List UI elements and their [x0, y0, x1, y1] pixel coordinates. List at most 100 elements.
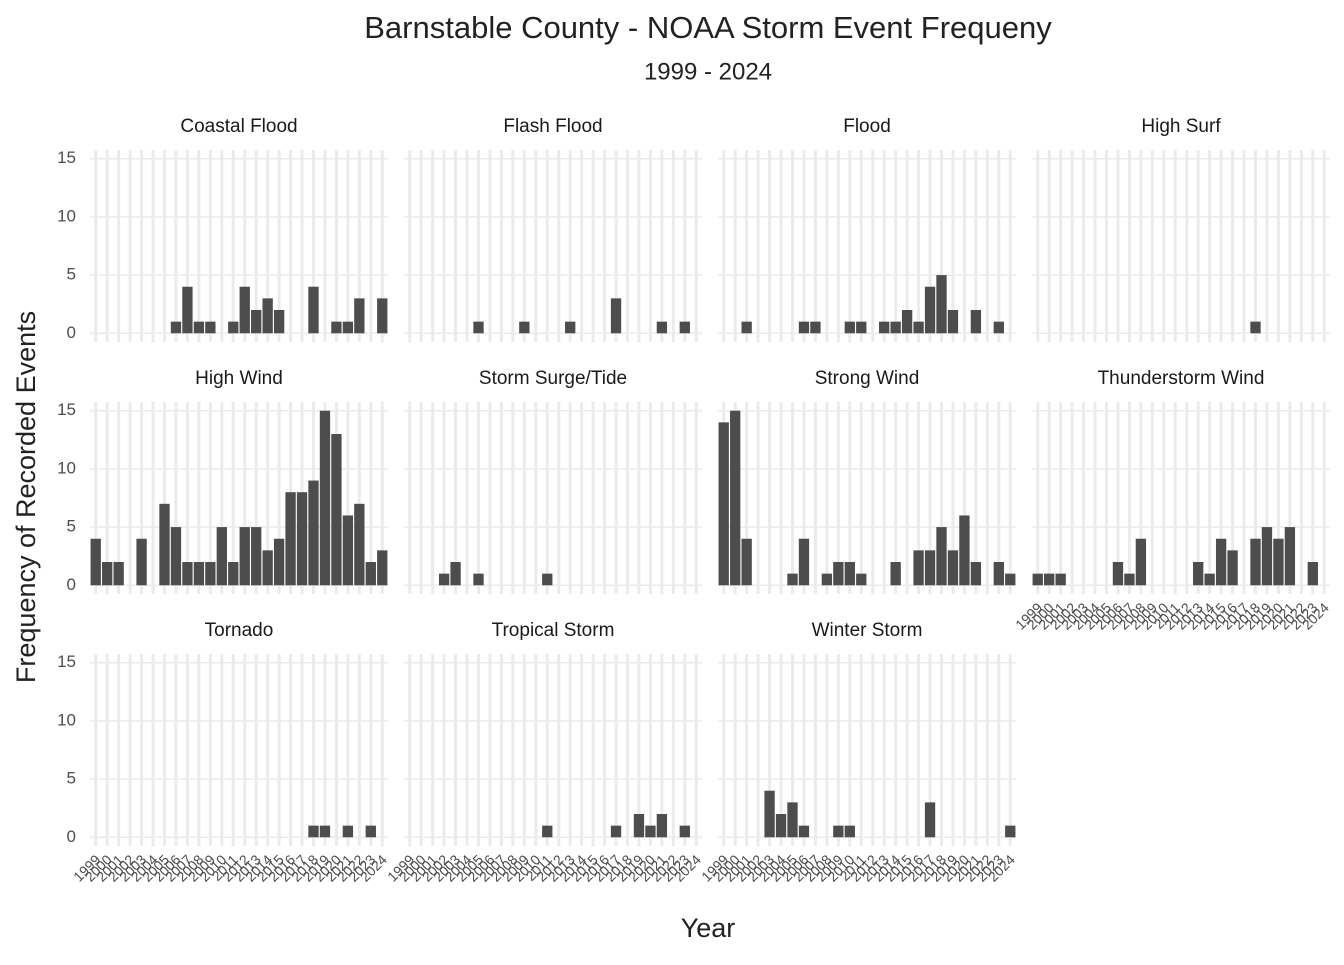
bar: [205, 321, 216, 334]
bar: [1005, 825, 1016, 838]
bar: [924, 286, 936, 334]
bar: [1250, 538, 1261, 586]
bar: [438, 573, 450, 586]
bar: [182, 562, 193, 586]
bar: [262, 550, 273, 586]
y-tick-label: 0: [67, 827, 76, 846]
y-tick-label: 5: [67, 265, 76, 284]
bar: [970, 310, 982, 334]
bar: [331, 434, 342, 586]
bar: [354, 503, 365, 586]
facet-label: Coastal Flood: [180, 116, 297, 137]
bar: [947, 550, 959, 586]
bar: [913, 550, 924, 586]
bar: [331, 321, 342, 334]
bar: [342, 321, 354, 334]
bar: [730, 410, 741, 586]
bar: [890, 321, 901, 334]
bar: [1227, 550, 1238, 586]
facet-label: Flash Flood: [503, 116, 602, 137]
facet-label: Tornado: [205, 620, 274, 641]
facet-label: Flood: [843, 116, 891, 137]
facet-label: Storm Surge/Tide: [479, 368, 627, 389]
bar: [798, 538, 810, 586]
bar: [1204, 573, 1215, 586]
bar: [856, 321, 867, 334]
bar: [1005, 573, 1016, 586]
bar: [251, 527, 262, 586]
y-tick-label: 15: [57, 148, 76, 167]
bar: [970, 562, 982, 586]
bar: [1055, 573, 1066, 586]
bar: [993, 321, 1004, 334]
bar: [308, 480, 319, 586]
bar: [354, 298, 365, 334]
bar: [285, 492, 296, 586]
bar: [273, 310, 285, 334]
facet-label: High Wind: [195, 368, 283, 389]
bar: [741, 321, 752, 334]
chart-title: Barnstable County - NOAA Storm Event Fre…: [364, 10, 1052, 45]
bar: [1284, 527, 1296, 586]
bar: [365, 825, 376, 838]
bar: [787, 573, 798, 586]
y-tick-label: 15: [57, 652, 76, 671]
bar: [890, 562, 901, 586]
bar: [205, 562, 216, 586]
bar: [764, 790, 775, 838]
bar: [1307, 562, 1318, 586]
bar: [787, 802, 798, 838]
bar: [565, 321, 576, 334]
bar: [216, 527, 227, 586]
bar: [193, 562, 205, 586]
y-tick-label: 0: [67, 323, 76, 342]
bar: [319, 410, 331, 586]
bar: [993, 562, 1004, 586]
bar: [1273, 538, 1284, 586]
bar: [901, 310, 913, 334]
bar: [342, 515, 354, 586]
bar: [1112, 562, 1124, 586]
bar: [821, 573, 833, 586]
bar: [170, 527, 182, 586]
bar: [90, 538, 101, 586]
bar: [239, 527, 250, 586]
bar: [251, 310, 262, 334]
bar: [1193, 562, 1204, 586]
y-tick-label: 15: [57, 400, 76, 419]
bar: [342, 825, 354, 838]
bar: [228, 321, 239, 334]
facet-label: High Surf: [1141, 116, 1221, 137]
bar: [1044, 573, 1055, 586]
bar: [844, 321, 855, 334]
bar: [473, 573, 484, 586]
bar: [924, 802, 936, 838]
bar: [296, 492, 308, 586]
bar: [844, 562, 855, 586]
bar: [610, 825, 622, 838]
bar: [262, 298, 273, 334]
y-axis-label: Frequency of Recorded Events: [11, 311, 41, 683]
facet-label: Strong Wind: [815, 368, 920, 389]
bar: [959, 515, 970, 586]
y-tick-label: 10: [57, 206, 76, 225]
bar: [273, 538, 285, 586]
bar: [798, 825, 810, 838]
bar: [159, 503, 170, 586]
facet-label: Thunderstorm Wind: [1098, 368, 1265, 389]
y-tick-label: 0: [67, 575, 76, 594]
bar: [1124, 573, 1135, 586]
bar: [170, 321, 182, 334]
bar: [113, 562, 124, 586]
bar: [308, 286, 319, 334]
bar: [1250, 321, 1261, 334]
bar: [679, 321, 690, 334]
x-axis-label: Year: [681, 913, 736, 943]
bar: [542, 573, 553, 586]
bar: [1032, 573, 1043, 586]
y-tick-label: 5: [67, 517, 76, 536]
bar: [319, 825, 331, 838]
bar: [844, 825, 855, 838]
bar: [1215, 538, 1227, 586]
y-tick-label: 10: [57, 710, 76, 729]
